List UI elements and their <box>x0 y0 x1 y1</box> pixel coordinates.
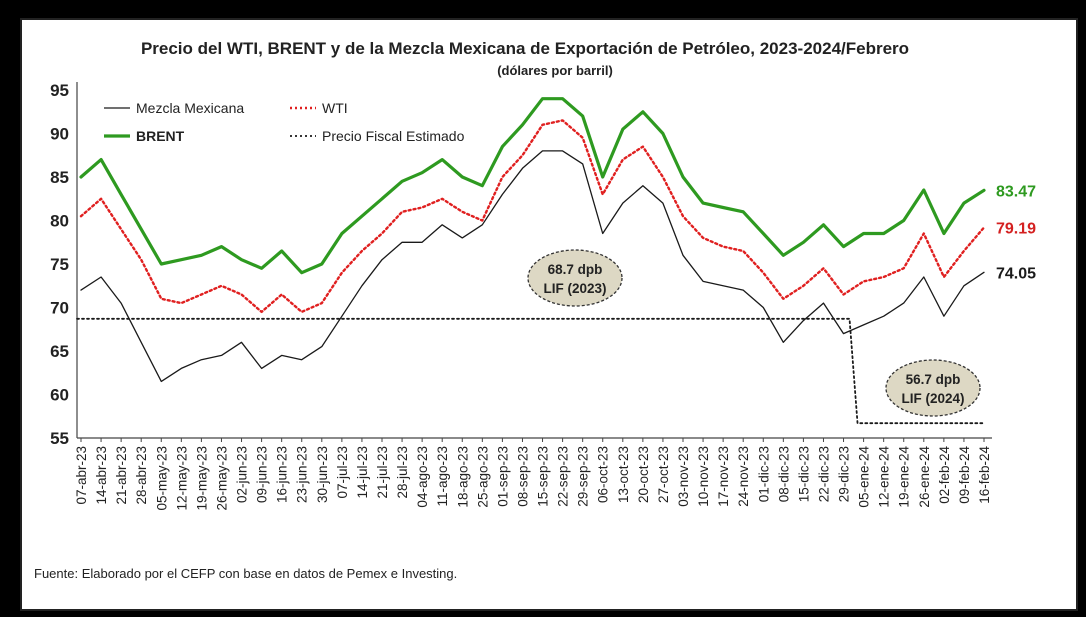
chart-subtitle: (dólares por barril) <box>497 63 613 78</box>
series-line-precio-fiscal-estimado <box>76 317 985 425</box>
x-tick-label: 07-jul-23 <box>335 446 350 499</box>
x-tick-label: 10-nov-23 <box>696 446 711 507</box>
legend-label: Mezcla Mexicana <box>136 100 244 116</box>
x-tick-label: 11-ago-23 <box>435 446 450 507</box>
x-tick-label: 04-ago-23 <box>415 446 430 508</box>
x-tick-label: 30-jun-23 <box>315 446 330 503</box>
series-layer <box>76 97 986 425</box>
x-tick-label: 09-jun-23 <box>255 446 270 503</box>
x-tick-label: 29-sep-23 <box>576 446 591 507</box>
legend-label: WTI <box>322 100 348 116</box>
annotation-bubble <box>885 359 981 417</box>
x-tick-label: 05-may-23 <box>154 446 169 511</box>
x-tick-label: 24-nov-23 <box>736 446 751 507</box>
x-tick-label: 15-sep-23 <box>536 446 551 507</box>
y-tick-label: 55 <box>50 429 69 448</box>
x-tick-label: 14-jul-23 <box>355 446 370 499</box>
annotation-text: 68.7 dpb <box>548 262 603 277</box>
x-tick-label: 05-ene-24 <box>857 446 872 508</box>
y-tick-label: 90 <box>50 125 69 144</box>
x-tick-label: 09-feb-24 <box>957 446 972 504</box>
end-labels: 83.47 79.19 74.05 <box>996 183 1036 282</box>
x-tick-label: 22-dic-23 <box>816 446 831 502</box>
x-tick-label: 12-ene-24 <box>877 446 892 508</box>
x-tick-label: 25-ago-23 <box>475 446 490 508</box>
y-tick-label: 80 <box>50 212 69 231</box>
annotations: 68.7 dpb LIF (2023) 56.7 dpb LIF (2024) <box>527 249 981 417</box>
legend-label: Precio Fiscal Estimado <box>322 128 465 144</box>
y-tick-label: 65 <box>50 342 69 361</box>
x-tick-label: 13-oct-23 <box>616 446 631 503</box>
x-tick-label: 16-feb-24 <box>977 446 992 504</box>
y-tick-label: 85 <box>50 168 69 187</box>
axes: 55 60 65 70 75 80 85 90 95 07-abr-23 14-abr-23 21-a… <box>50 81 992 511</box>
x-tick-label: 19-may-23 <box>194 446 209 511</box>
x-tick-label: 29-dic-23 <box>837 446 852 502</box>
annotation-text: LIF (2024) <box>901 391 964 406</box>
x-tick-label: 23-jun-23 <box>295 446 310 503</box>
series-line-mezcla-mexicana <box>80 150 985 383</box>
x-tick-label: 27-oct-23 <box>656 446 671 503</box>
x-tick-label: 06-oct-23 <box>596 446 611 503</box>
x-tick-label: 08-dic-23 <box>776 446 791 502</box>
series-line-brent <box>79 97 986 275</box>
x-tick-label: 02-jun-23 <box>235 446 250 503</box>
x-tick-label: 15-dic-23 <box>796 446 811 502</box>
y-tick-label: 70 <box>50 299 69 318</box>
x-tick-label: 12-may-23 <box>174 446 189 511</box>
x-tick-label: 08-sep-23 <box>515 446 530 507</box>
line-chart: Precio del WTI, BRENT y de la Mezcla Mex… <box>34 39 1036 581</box>
x-tick-label: 28-jul-23 <box>395 446 410 499</box>
x-tick-label: 01-sep-23 <box>495 446 510 507</box>
x-tick-label: 20-oct-23 <box>636 446 651 503</box>
chart-panel: Precio del WTI, BRENT y de la Mezcla Mex… <box>22 20 1076 609</box>
end-value-label: 74.05 <box>996 265 1036 282</box>
annotation-text: LIF (2023) <box>543 281 606 296</box>
series-line-wti <box>79 119 986 314</box>
x-tick-label: 18-ago-23 <box>455 446 470 508</box>
annotation-text: 56.7 dpb <box>906 372 961 387</box>
x-tick-label: 07-abr-23 <box>74 446 89 505</box>
annotation-bubble <box>527 249 623 307</box>
legend: Mezcla Mexicana WTI BRENT Precio Fiscal Est… <box>104 100 465 144</box>
y-tick-label: 95 <box>50 81 69 100</box>
x-tick-label: 02-feb-24 <box>937 446 952 504</box>
x-tick-label: 01-dic-23 <box>756 446 771 502</box>
x-tick-label: 17-nov-23 <box>716 446 731 507</box>
outer-frame: Precio del WTI, BRENT y de la Mezcla Mex… <box>6 6 1080 611</box>
x-tick-label: 21-abr-23 <box>114 446 129 505</box>
source-note: Fuente: Elaborado por el CEFP con base e… <box>34 566 457 581</box>
y-tick-label: 60 <box>50 386 69 405</box>
chart-title: Precio del WTI, BRENT y de la Mezcla Mex… <box>141 39 909 58</box>
x-tick-label: 19-ene-24 <box>897 446 912 508</box>
y-tick-label: 75 <box>50 255 69 274</box>
x-tick-label: 26-ene-24 <box>917 446 932 508</box>
legend-label: BRENT <box>136 128 185 144</box>
end-value-label: 83.47 <box>996 183 1036 200</box>
x-tick-label: 26-may-23 <box>214 446 229 511</box>
x-tick-label: 14-abr-23 <box>94 446 109 505</box>
x-tick-label: 16-jun-23 <box>275 446 290 503</box>
end-value-label: 79.19 <box>996 221 1036 238</box>
x-tick-label: 21-jul-23 <box>375 446 390 499</box>
x-tick-label: 28-abr-23 <box>134 446 149 505</box>
x-tick-label: 03-nov-23 <box>676 446 691 507</box>
x-tick-label: 22-sep-23 <box>556 446 571 507</box>
